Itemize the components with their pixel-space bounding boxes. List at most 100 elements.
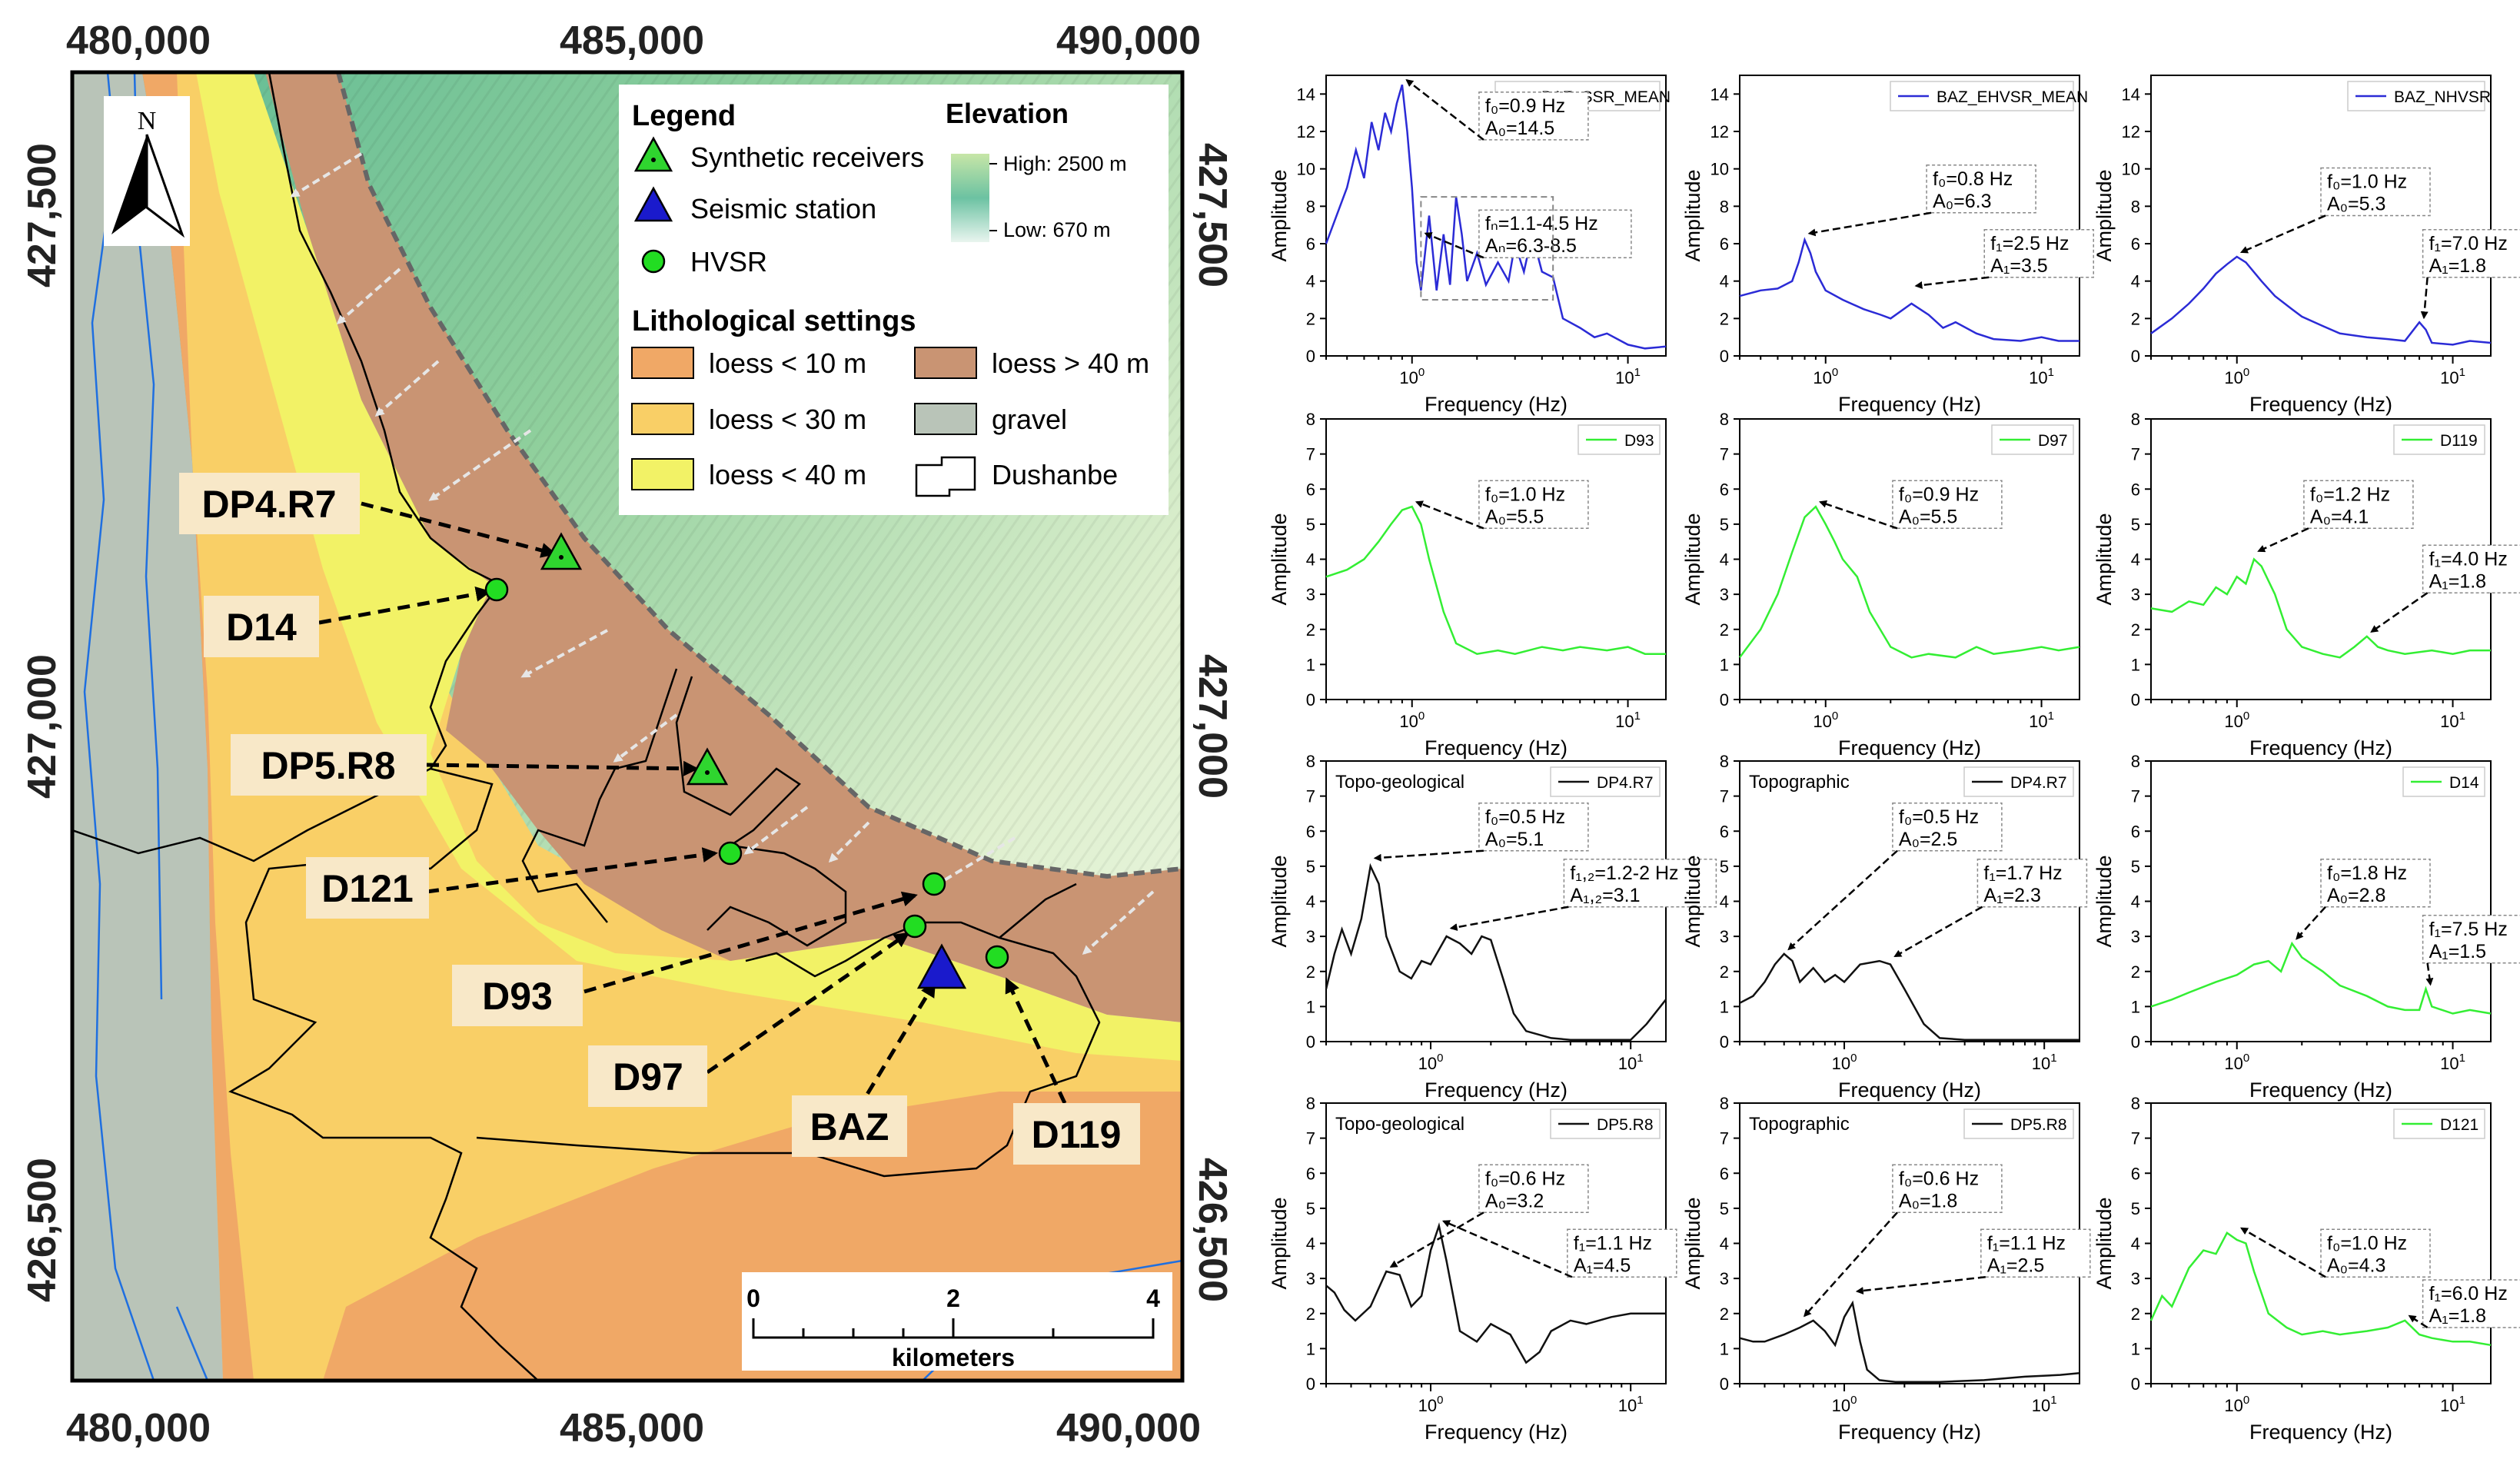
annotation-text: f₁=4.0 Hz (2429, 548, 2508, 570)
north-label: N (138, 107, 157, 135)
x-tick-label: 100 (1832, 1052, 1857, 1073)
legend-gravel-swatch (914, 403, 977, 435)
x-tick-label: 101 (1615, 710, 1641, 731)
y-tick-label: 6 (2131, 1164, 2140, 1183)
synthetic-receiver-dp5-r8 (686, 747, 729, 786)
legend-label: BAZ_NHVSR (2394, 88, 2491, 106)
y-tick-label: 7 (2131, 787, 2140, 806)
chart-8: 0 1 2 3 4 5 6 7 8 100 101 Frequency (Hz) Amplitude DP… (1681, 752, 2088, 1102)
site-label-dp5-r8: DP5.R8 (261, 744, 395, 787)
y-tick-label: 6 (1720, 822, 1729, 841)
y-tick-label: 1 (2131, 997, 2140, 1016)
legend-gravel-label: gravel (992, 404, 1067, 435)
loess-lt40-zone (196, 72, 1182, 1061)
y-tick-label: 6 (1720, 480, 1729, 499)
y-axis-label: Amplitude (1268, 169, 1291, 261)
y-tick-label: 4 (1720, 272, 1729, 291)
y-tick-label: 8 (1306, 752, 1315, 771)
annotation-box (1892, 1164, 2003, 1214)
elevation-ramp (951, 154, 989, 242)
annotation-box (2303, 480, 2414, 530)
annotation-text: f₀=0.6 Hz (1899, 1168, 1979, 1189)
site-box-dp5-r8 (231, 734, 427, 796)
annotation-arrow (1855, 1276, 1986, 1295)
y-tick-label: 4 (2131, 892, 2140, 912)
annotation-text: A₁=1.8 (2429, 1305, 2486, 1327)
y-tick-label: 5 (1306, 857, 1315, 876)
x-tick-label: 101 (2029, 710, 2054, 731)
annotation-text: Aₙ=6.3-8.5 (1485, 235, 1577, 257)
series-line (1739, 237, 2079, 342)
y-tick-label: 6 (1306, 822, 1315, 841)
annotation-text: A₁=1.5 (2429, 941, 2486, 962)
legend-hvsr-label: HVSR (690, 246, 767, 278)
chart-12: 0 1 2 3 4 5 6 7 8 100 101 Frequency (Hz) Amplitude D1… (2093, 1094, 2520, 1444)
x-tick-label: 101 (2440, 1394, 2465, 1415)
hvsr-point-d121 (718, 841, 743, 866)
y-tick-label: 5 (1306, 515, 1315, 534)
scale-unit: kilometers (892, 1344, 1015, 1371)
site-label-dp4-r7: DP4.R7 (201, 483, 336, 526)
y-tick-label: 7 (1306, 1129, 1315, 1148)
y-tick-label: 3 (1720, 585, 1729, 604)
annotation-text: f₀=0.5 Hz (1899, 806, 1979, 828)
annotation-text: A₀=5.5 (1485, 506, 1544, 527)
y-tick-label: 3 (1306, 927, 1315, 946)
annotation-box (2422, 915, 2520, 964)
x-tick-label: 100 (2224, 1394, 2249, 1415)
annotation-text: f₀=1.0 Hz (1485, 484, 1565, 505)
north-arrow: N (104, 96, 190, 246)
legend-loess40-label: loess < 40 m (709, 459, 866, 490)
litho-title: Lithological settings (632, 305, 916, 337)
annotation-arrow (2408, 1314, 2429, 1329)
y-axis-label: Amplitude (2093, 513, 2116, 605)
annotation-box (1567, 1228, 1677, 1278)
x-tick-label: 100 (1418, 1394, 1444, 1415)
x-tick-label: 100 (1399, 366, 1425, 387)
y-tick-label: 0 (2131, 690, 2140, 710)
y-tick-label: 5 (2131, 1199, 2140, 1218)
x-axis-label: Frequency (Hz) (2249, 393, 2392, 416)
annotation-text: A₀=2.5 (1899, 829, 1957, 850)
chart-11: 0 1 2 3 4 5 6 7 8 100 101 Frequency (Hz) Amplitude DP… (1681, 1094, 2091, 1444)
x-tick-label: 101 (2440, 710, 2465, 731)
y-tick-label: 2 (2131, 962, 2140, 982)
legend-dushanbe-label: Dushanbe (992, 459, 1118, 490)
annotation-arrow (1373, 849, 1484, 862)
x-tick-label: 101 (1618, 1394, 1644, 1415)
annotation-box (2320, 1228, 2431, 1278)
site-box-d121 (306, 857, 429, 919)
y-tick-label: 4 (1306, 272, 1315, 291)
y-axis-label: Amplitude (2093, 169, 2116, 261)
x-axis-label: Frequency (Hz) (1838, 1421, 1981, 1444)
y-tick-label: 0 (1720, 347, 1729, 366)
y-tick-label: 8 (2131, 410, 2140, 429)
annotation-text: A₁=2.3 (1983, 885, 2040, 906)
annotation-box (1478, 1164, 1589, 1214)
seismic-station-baz (916, 943, 967, 989)
y-tick-label: 0 (1306, 347, 1315, 366)
y-tick-label: 6 (1306, 1164, 1315, 1183)
annotation-box (1926, 165, 2036, 214)
river (175, 1306, 209, 1381)
y-tick-label: 8 (1720, 197, 1729, 216)
y-tick-label: 1 (1720, 655, 1729, 674)
map-panel: 480,000 485,000 490,000 480,000 485,000 … (20, 18, 1235, 1451)
annotation-text: A₀=5.1 (1485, 829, 1544, 850)
loess-gt40-zone (265, 72, 1182, 1022)
legend-label: DP4.R7 (1597, 774, 1654, 792)
annotation-text: fₙ=1.1-4.5 Hz (1485, 213, 1598, 234)
annotation-arrow (1441, 1220, 1573, 1278)
annotation-text: A₁=2.5 (1987, 1255, 2044, 1276)
highlight-box (1420, 196, 1554, 301)
annotation-arrow (2239, 214, 2326, 254)
y-tick-label: 8 (1306, 410, 1315, 429)
gravel-zone-west (72, 72, 223, 1381)
coord-left: 427,500 (20, 143, 65, 287)
legend-label: BAZ_EHVSR_MEAN (1937, 88, 2088, 106)
y-tick-label: 0 (1306, 690, 1315, 710)
series-line (1739, 1300, 2080, 1383)
legend-label: D97 (2038, 432, 2068, 450)
annotation-text: A₀=5.5 (1899, 506, 1957, 527)
